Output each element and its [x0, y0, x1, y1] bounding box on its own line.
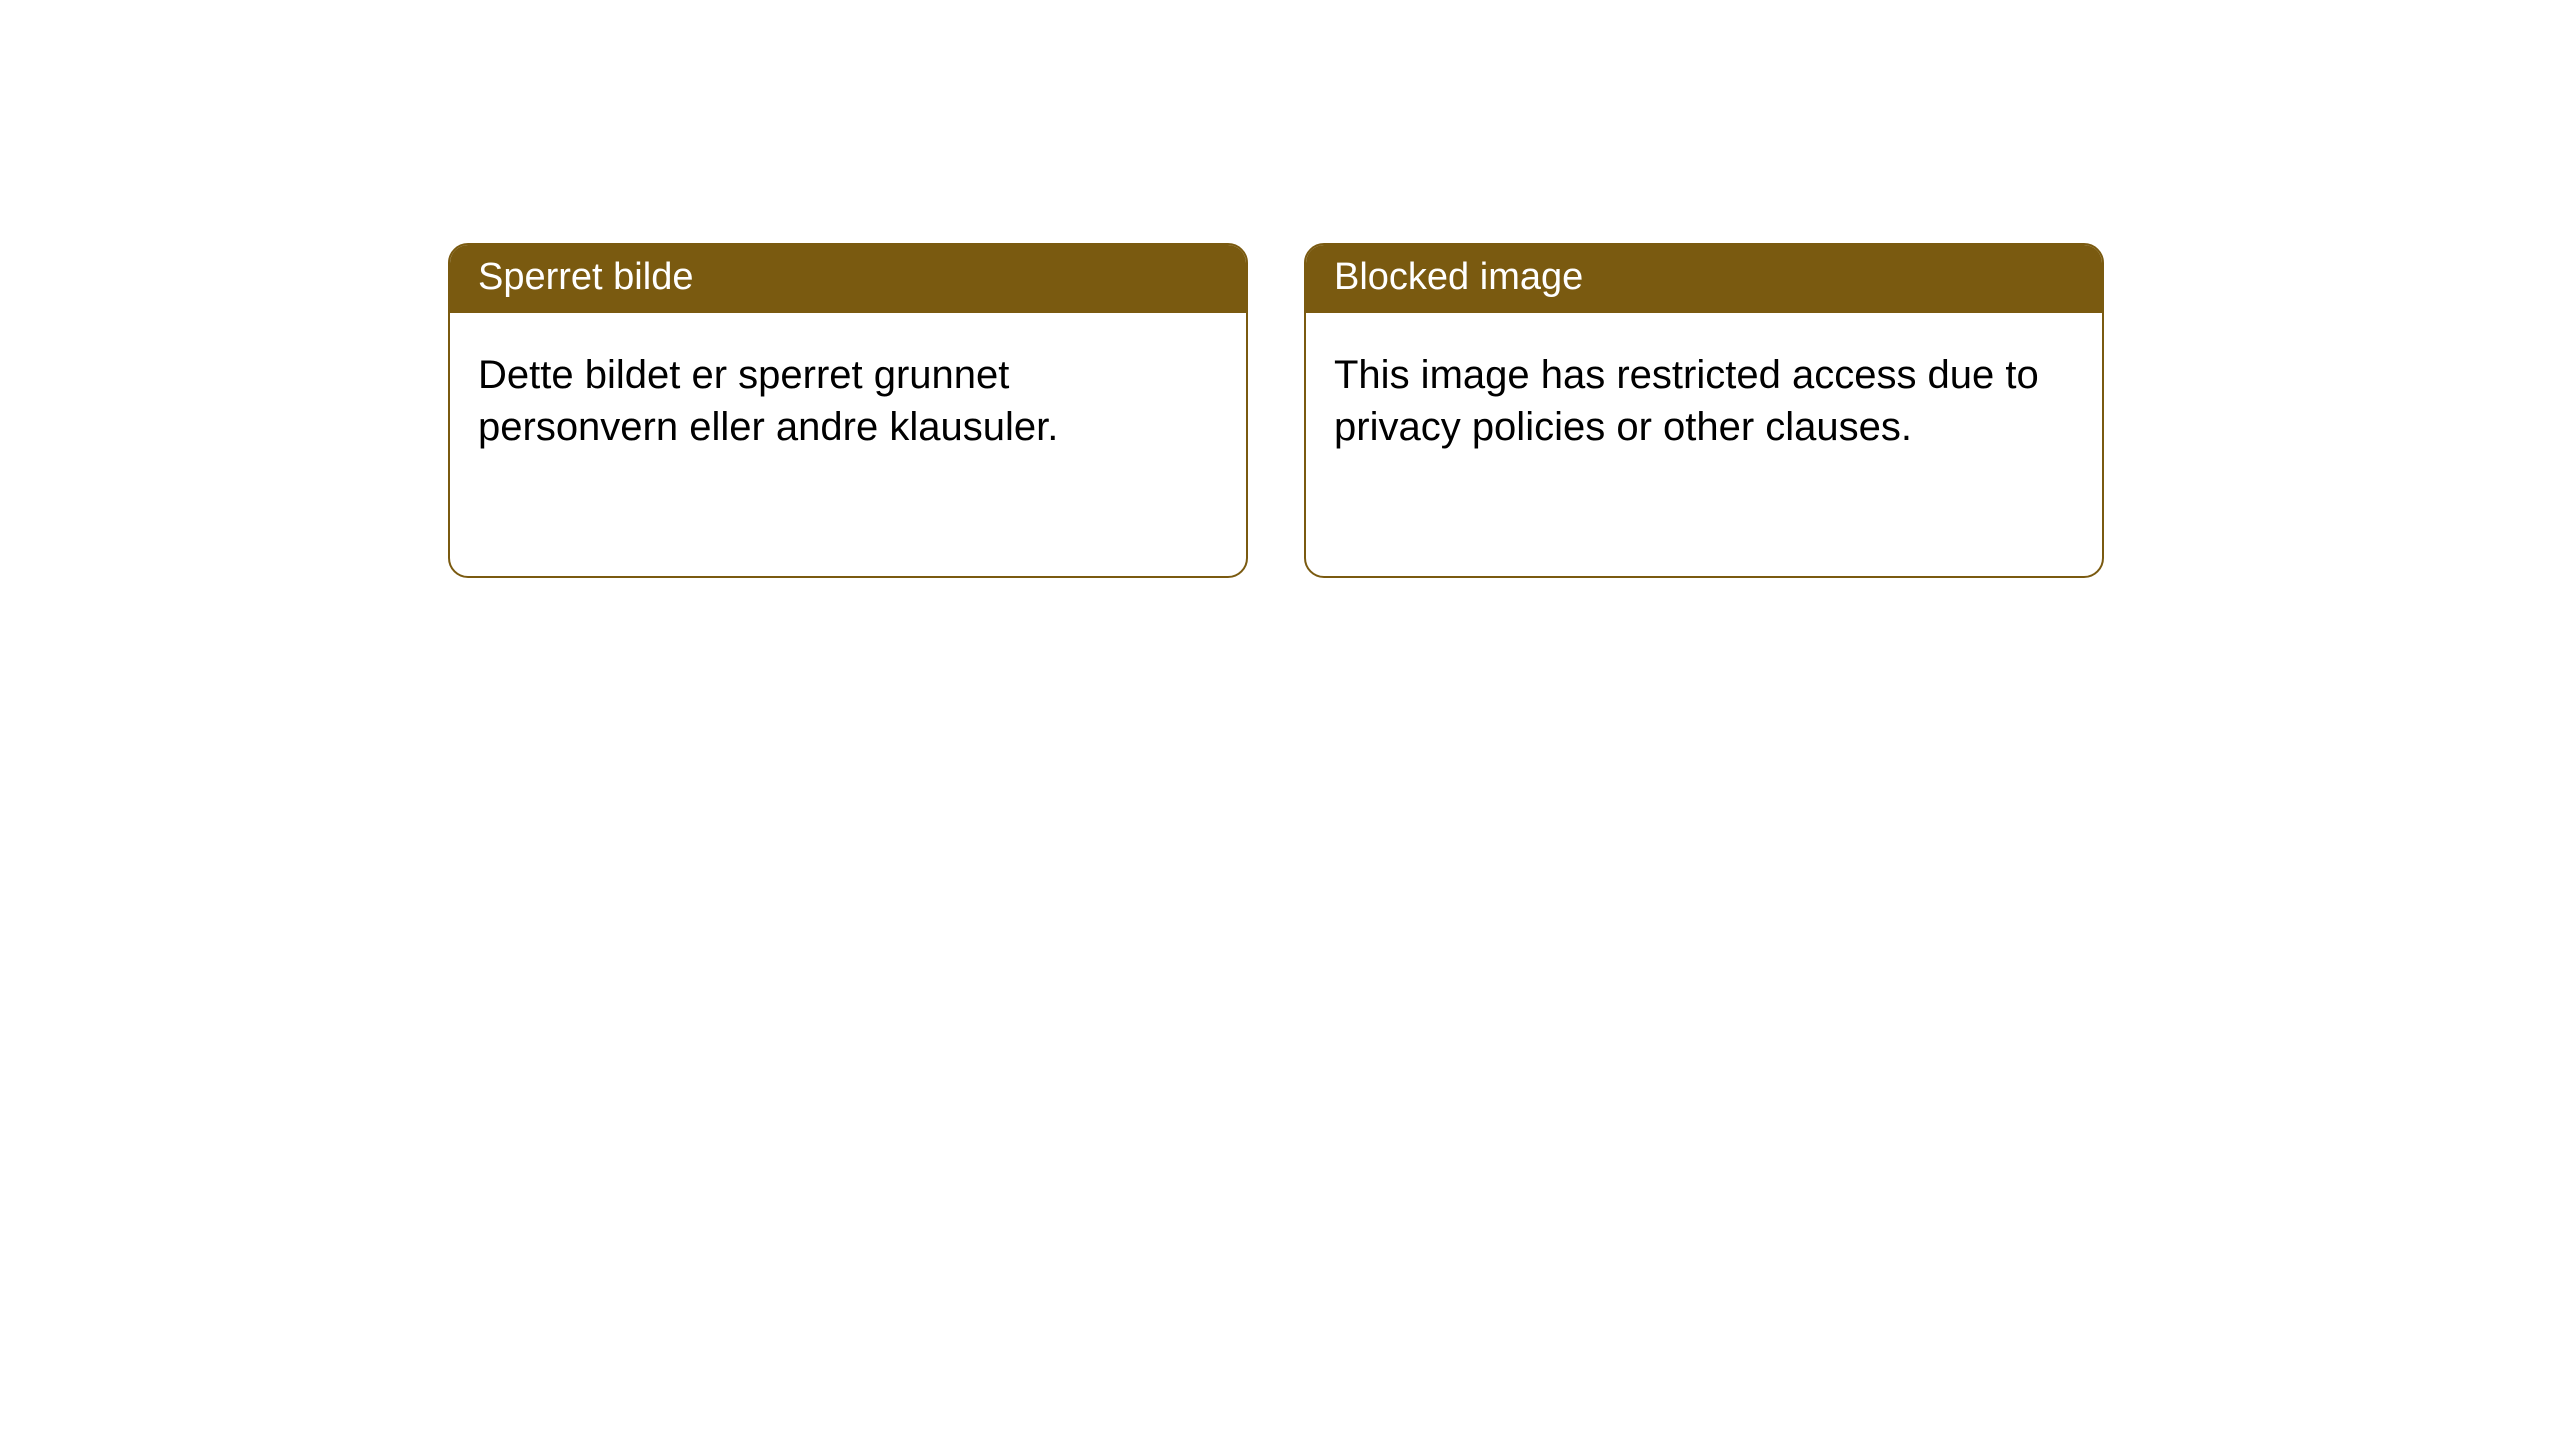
notice-container: Sperret bilde Dette bildet er sperret gr…: [448, 243, 2104, 578]
notice-message-norwegian: Dette bildet er sperret grunnet personve…: [478, 353, 1058, 449]
notice-title-norwegian: Sperret bilde: [478, 256, 693, 298]
notice-body-norwegian: Dette bildet er sperret grunnet personve…: [450, 313, 1246, 481]
notice-card-english: Blocked image This image has restricted …: [1304, 243, 2104, 578]
notice-message-english: This image has restricted access due to …: [1334, 353, 2039, 449]
notice-body-english: This image has restricted access due to …: [1306, 313, 2102, 481]
notice-header-english: Blocked image: [1306, 245, 2102, 313]
notice-title-english: Blocked image: [1334, 256, 1583, 298]
notice-header-norwegian: Sperret bilde: [450, 245, 1246, 313]
notice-card-norwegian: Sperret bilde Dette bildet er sperret gr…: [448, 243, 1248, 578]
